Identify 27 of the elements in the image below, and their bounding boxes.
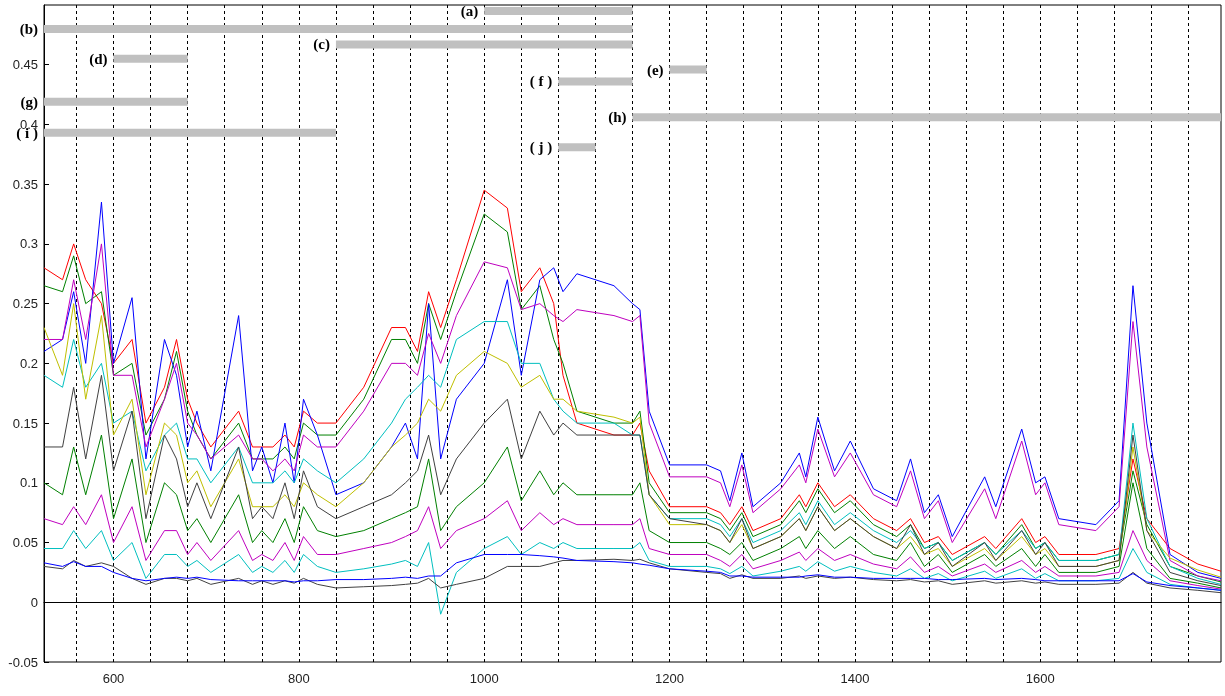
series-label: (d) [89,50,108,68]
series-label: (c) [313,36,330,54]
y-tick-label: 0.45 [12,57,38,73]
y-tick-label: 0.1 [19,475,38,491]
line-series [43,494,1222,590]
y-tick-label: 0.25 [12,296,38,312]
y-tick-label: 0.35 [12,176,38,192]
series-label: (h) [608,109,627,127]
x-tick-label: 1600 [1025,671,1055,686]
series-label: (b) [19,20,38,38]
series-label: (e) [646,61,664,79]
y-tick-label: 0 [30,594,38,610]
y-tick-label: 0.3 [19,236,38,252]
x-tick-label: 600 [102,671,125,686]
series-label: (g) [20,93,38,111]
series-label: ( j ) [529,139,553,157]
y-tick-label: 0.05 [12,535,38,551]
line-series [43,374,1222,587]
x-tick-label: 1200 [655,671,685,686]
y-tick-label: 0.2 [19,355,38,371]
series-label: (a) [460,2,479,20]
y-tick-label: -0.05 [8,654,38,670]
x-tick-label: 800 [288,671,310,686]
x-tick-label: 1400 [840,671,870,686]
series-label: ( f ) [529,73,553,91]
y-tick-label: 0.15 [12,415,38,431]
x-tick-label: 1000 [469,671,499,686]
